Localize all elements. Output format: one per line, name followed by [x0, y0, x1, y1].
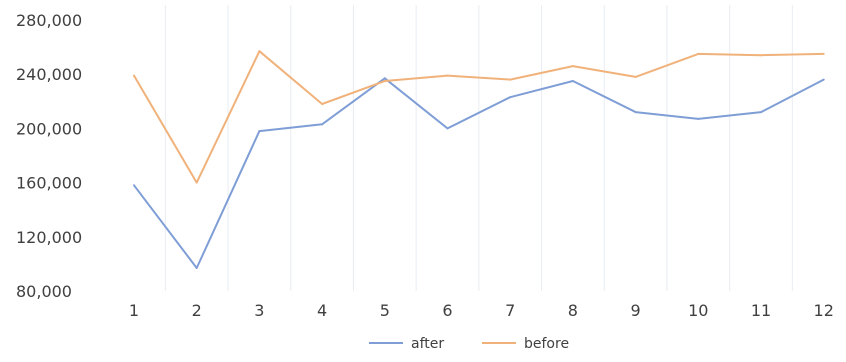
data-point-after — [697, 117, 700, 120]
x-tick-label: 10 — [688, 301, 708, 320]
data-point-before — [383, 79, 386, 82]
legend: after before — [369, 336, 569, 352]
y-tick-label: 80,000 — [16, 282, 72, 301]
y-tick-label: 160,000 — [16, 174, 82, 193]
data-point-after — [446, 127, 449, 130]
data-point-after — [133, 184, 135, 187]
data-point-before — [697, 52, 700, 55]
data-point-after — [760, 111, 762, 114]
data-point-after — [321, 123, 324, 126]
data-point-after — [634, 111, 637, 114]
series-line-before — [133, 50, 824, 184]
x-axis-ticks: 1 2 3 4 5 6 7 8 9 10 11 12 — [129, 301, 834, 320]
data-point-after — [258, 130, 261, 133]
data-point-after — [822, 78, 825, 81]
series-layer — [133, 50, 825, 269]
data-point-before — [446, 74, 449, 77]
x-tick-label: 1 — [129, 301, 139, 320]
x-tick-label: 11 — [751, 301, 771, 320]
legend-label-before: before — [524, 336, 569, 352]
data-point-after — [383, 77, 386, 80]
x-tick-label: 12 — [814, 301, 834, 320]
data-point-after — [509, 96, 512, 99]
data-point-after — [195, 266, 198, 269]
y-tick-label: 280,000 — [16, 11, 82, 30]
grid-layer — [164, 5, 793, 291]
data-point-before — [195, 181, 198, 184]
x-tick-label: 8 — [568, 301, 578, 320]
data-point-before — [509, 78, 512, 81]
x-tick-label: 7 — [505, 301, 515, 320]
data-point-after — [571, 79, 574, 82]
data-point-before — [634, 75, 637, 78]
x-tick-label: 4 — [317, 301, 327, 320]
data-point-before — [822, 52, 825, 55]
series-line-after — [133, 77, 825, 269]
data-point-before — [321, 103, 324, 106]
y-tick-label: 120,000 — [16, 228, 82, 247]
data-point-before — [571, 65, 574, 68]
x-tick-label: 3 — [254, 301, 264, 320]
data-point-before — [258, 50, 261, 53]
y-tick-label: 200,000 — [16, 119, 82, 138]
y-axis-ticks: 280,000 240,000 200,000 160,000 120,000 80,00… — [16, 11, 82, 301]
x-tick-label: 5 — [380, 301, 390, 320]
y-tick-label: 240,000 — [16, 65, 82, 84]
data-point-before — [760, 54, 762, 57]
legend-label-after: after — [411, 336, 444, 352]
x-tick-label: 2 — [192, 301, 202, 320]
data-point-before — [133, 74, 135, 77]
x-tick-label: 9 — [631, 301, 641, 320]
x-tick-label: 6 — [442, 301, 452, 320]
